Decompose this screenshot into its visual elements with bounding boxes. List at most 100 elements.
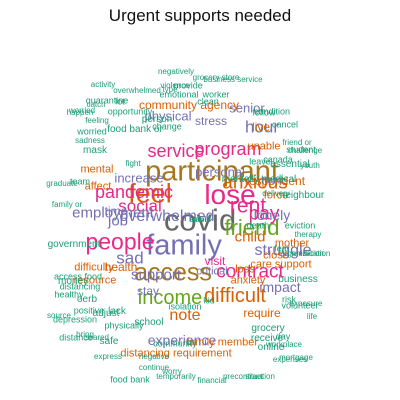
- word-express: express: [93, 352, 123, 361]
- word-exposure: exposure: [289, 299, 323, 308]
- word-happen: happen: [66, 108, 94, 117]
- word-grocery-store: grocery store: [192, 73, 240, 82]
- word-overwhelmed: overwhelmed: [119, 208, 215, 225]
- word-family-member: family member: [185, 336, 259, 349]
- word-mental: mental: [80, 163, 114, 176]
- word-emotional: emotional: [159, 89, 199, 100]
- word-family-or: family or: [51, 200, 83, 209]
- word-food-bank-or: food bank or: [107, 124, 163, 135]
- word-distancing-requirement: distancing requirement: [120, 347, 232, 360]
- word-neighbour: neighbour: [279, 190, 325, 201]
- word-precontract: precontract: [222, 372, 264, 381]
- word-violence: violence: [160, 81, 190, 90]
- word-care-support: care support: [250, 258, 312, 271]
- word-bring: bring: [76, 330, 94, 339]
- word-covid: covid: [163, 202, 237, 238]
- word-grocery: grocery: [251, 323, 285, 334]
- word-worried: worried: [68, 106, 96, 115]
- word-community: community: [153, 338, 197, 349]
- word-critical: critical: [196, 265, 228, 278]
- word-job: job: [107, 212, 129, 230]
- word-organization: organization: [280, 249, 324, 258]
- word-pay: pay: [248, 203, 280, 225]
- word-depression: depression: [52, 314, 98, 325]
- word-lack: lack: [108, 306, 126, 317]
- word-people: people: [85, 228, 155, 255]
- word-social: social: [118, 196, 162, 216]
- word-business-service: business service: [203, 75, 263, 84]
- word-increase: increase: [114, 170, 164, 186]
- word-distancing: distancing: [59, 281, 101, 292]
- word-food-bank: food bank: [110, 374, 150, 385]
- word-change: change: [152, 121, 182, 132]
- word-visit: visit: [204, 254, 226, 268]
- word-therapy: therapy: [294, 230, 322, 239]
- word-graduate: graduate: [46, 179, 78, 188]
- word-stress: stress: [194, 114, 228, 128]
- word-healthy: healthy: [54, 289, 84, 300]
- word-live: live: [251, 120, 271, 134]
- word-mother: mother: [274, 237, 310, 250]
- word-continue: continue: [138, 363, 170, 372]
- word-worry: worry: [162, 367, 182, 376]
- word-access-food: access food: [53, 271, 103, 282]
- word-overwhelmed: overwhelmed: [113, 86, 161, 95]
- word-difficult: difficult: [204, 285, 266, 307]
- word-condition: condition: [253, 106, 291, 117]
- word-senior: senior: [229, 100, 265, 116]
- word-family: family: [146, 229, 222, 262]
- word-death: death: [246, 220, 270, 231]
- word-support: support: [130, 266, 182, 284]
- word-school: school: [134, 317, 164, 328]
- word-fight: fight: [125, 159, 141, 168]
- word-anxious: anxious: [222, 172, 288, 194]
- word-catch: catch: [86, 100, 106, 109]
- word-respondent: respondent: [244, 174, 306, 188]
- word-situation: situation: [245, 372, 275, 381]
- word-mortgage: mortgage: [279, 353, 313, 362]
- word-day: day: [275, 331, 291, 342]
- word-clean: clean: [197, 96, 219, 107]
- word-provide: provide: [173, 80, 203, 91]
- word-require: require: [243, 306, 281, 320]
- word-life: life: [306, 312, 318, 321]
- word-essential: essential: [270, 159, 310, 170]
- word-unable: unable: [247, 140, 281, 153]
- word-temporarily: temporarily: [156, 372, 196, 381]
- word-positive: positive: [73, 305, 105, 316]
- word-pandemic: pandemic: [94, 182, 174, 202]
- word-cancel: cancel: [271, 119, 299, 130]
- word-anxiety: anxiety: [230, 274, 266, 287]
- word-access: access: [134, 258, 212, 287]
- word-personal: personal: [195, 164, 245, 180]
- word-source: source: [46, 311, 72, 320]
- word-contract: contract: [216, 261, 284, 283]
- word-sadness: sadness: [75, 136, 105, 145]
- word-risk: risk: [282, 294, 296, 305]
- word-opportunity: opportunity: [107, 106, 153, 117]
- word-service: service: [147, 141, 205, 161]
- word-business: business: [278, 274, 318, 285]
- word-negative: negative: [138, 352, 170, 361]
- word-canada: canada: [263, 154, 293, 165]
- word-struggle: struggle: [254, 242, 312, 259]
- word-rent: rent: [229, 194, 267, 218]
- word-resource: resource: [73, 274, 117, 287]
- word-force: force: [263, 189, 289, 202]
- word-medication: medication: [291, 249, 331, 258]
- word-close: close: [263, 249, 289, 262]
- word-stable: stable: [189, 215, 211, 224]
- word-community-agency: community agency: [138, 98, 240, 112]
- word-sad: sad: [116, 248, 144, 268]
- word-income: income: [137, 287, 203, 309]
- word-fear: fear: [274, 243, 290, 254]
- word-quarantine: quarantine: [85, 95, 129, 106]
- word-money: money: [57, 276, 89, 287]
- word-negatively: negatively: [157, 67, 195, 76]
- word-child: child: [234, 228, 266, 246]
- word-expenses: expenses: [272, 355, 308, 364]
- word-hard: hard: [260, 174, 284, 187]
- word-participant: participant: [145, 155, 279, 188]
